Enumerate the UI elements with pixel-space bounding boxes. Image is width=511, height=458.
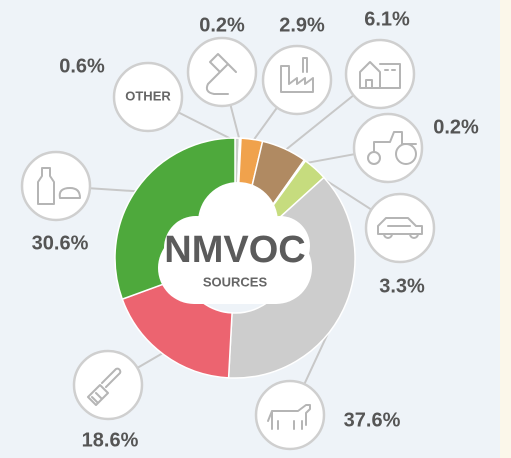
value-label: 0.2% bbox=[433, 116, 479, 138]
icon-circle bbox=[254, 379, 326, 451]
value-label: 0.2% bbox=[199, 14, 245, 36]
value-label: 18.6% bbox=[82, 429, 139, 451]
value-label: 37.6% bbox=[344, 409, 401, 431]
side-strip bbox=[500, 0, 511, 458]
icon-circle bbox=[352, 112, 424, 184]
icon bbox=[377, 217, 423, 239]
icon bbox=[280, 57, 314, 93]
center-title: NMVOC bbox=[164, 229, 305, 271]
icon-circle bbox=[186, 36, 258, 108]
value-label: 0.6% bbox=[59, 55, 105, 77]
center-cloud bbox=[158, 182, 312, 304]
value-label: 2.9% bbox=[279, 14, 325, 36]
category-label: OTHER bbox=[125, 88, 171, 103]
icon bbox=[267, 404, 311, 430]
icon-circle bbox=[364, 192, 436, 264]
icon bbox=[367, 131, 417, 165]
icon bbox=[37, 167, 81, 205]
value-label: 3.3% bbox=[379, 275, 425, 297]
icon bbox=[87, 367, 122, 406]
icon bbox=[359, 61, 401, 89]
value-label: 30.6% bbox=[32, 232, 89, 254]
icon bbox=[205, 53, 237, 95]
icons bbox=[20, 36, 436, 451]
icon-circle bbox=[20, 150, 92, 222]
center-subtitle: SOURCES bbox=[203, 274, 268, 289]
labels: OTHER 0.6% 0.2% 2.9% 6.1% 0.2% 3.3% 37.6% 18.6% 3… bbox=[32, 8, 479, 451]
icon-circle bbox=[112, 61, 184, 133]
value-label: 6.1% bbox=[364, 8, 410, 30]
slice bbox=[121, 275, 233, 379]
